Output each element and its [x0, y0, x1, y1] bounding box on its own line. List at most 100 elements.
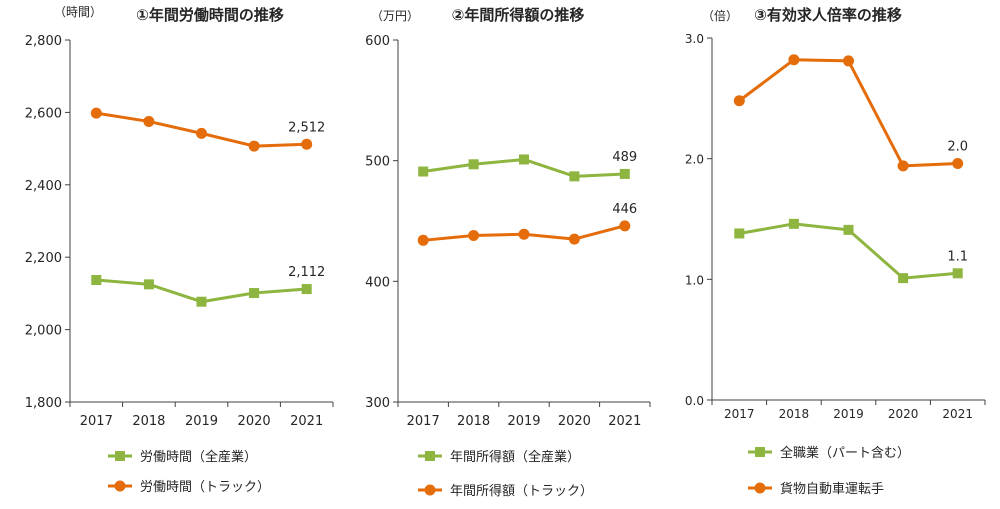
data-label: 1.1: [947, 249, 968, 264]
x-tick-label: 2020: [558, 414, 591, 429]
chart-panel-1: ①年間労働時間の推移 （時間） 1,800 2,000 2,200 2,400 2,600 2…: [25, 5, 334, 495]
legend-item: 年間所得額（全産業）: [418, 449, 580, 465]
data-point: [91, 275, 102, 286]
data-label: 2,112: [288, 265, 325, 280]
y-tick-label: 2,200: [25, 251, 62, 266]
data-point: [143, 279, 154, 290]
data-point: [418, 166, 429, 177]
legend-label: 労働時間（全産業）: [140, 449, 257, 465]
legend-item: 貨物自動車運転手: [748, 481, 884, 497]
y-tick-label: 500: [365, 155, 390, 170]
x-tick-label: 2021: [608, 414, 641, 429]
chart-title: ①年間労働時間の推移: [136, 6, 284, 24]
data-point: [898, 273, 909, 284]
legend-item: 全職業（パート含む）: [748, 445, 910, 461]
series-green: 2,112: [91, 265, 325, 307]
x-tick-label: 2021: [290, 414, 323, 429]
data-point: [248, 140, 260, 152]
data-point: [952, 157, 964, 169]
y-tick-label: 400: [365, 275, 390, 290]
data-point: [788, 218, 799, 229]
data-point: [619, 168, 630, 179]
data-point: [196, 296, 207, 307]
chart-title: ②年間所得額の推移: [452, 6, 585, 24]
legend-label: 労働時間（トラック）: [140, 480, 270, 495]
legend-item: 労働時間（全産業）: [108, 449, 257, 465]
series-line: [738, 58, 958, 168]
y-tick-label: 3.0: [685, 32, 704, 46]
data-point: [417, 234, 429, 246]
x-tick-label: 2019: [185, 414, 218, 429]
data-point: [788, 54, 800, 66]
series-green: 489: [418, 150, 637, 182]
data-point: [143, 115, 155, 127]
data-point: [90, 107, 102, 119]
series-orange: 2.0: [733, 54, 968, 172]
legend-label: 全職業（パート含む）: [780, 445, 910, 461]
data-point: [733, 95, 745, 107]
legend-marker: [424, 484, 436, 496]
data-point: [301, 138, 313, 150]
series-orange: 446: [417, 202, 637, 246]
series-green: 1.1: [734, 218, 968, 284]
data-point: [897, 160, 909, 172]
data-point: [518, 228, 530, 240]
x-tick-label: 2019: [833, 407, 864, 421]
y-tick-label: 2,000: [25, 324, 62, 339]
data-label: 489: [612, 150, 637, 165]
y-tick-label: 600: [365, 34, 390, 49]
y-axis-unit: （倍）: [702, 8, 738, 23]
x-tick-label: 2021: [942, 407, 973, 421]
data-label: 2,512: [288, 120, 325, 135]
data-label: 446: [612, 202, 637, 217]
series-orange: 2,512: [90, 107, 325, 152]
data-point: [569, 171, 580, 182]
data-point: [468, 229, 480, 241]
data-point: [249, 288, 260, 299]
data-point: [196, 127, 207, 139]
y-tick-label: 2,800: [25, 34, 62, 49]
y-tick-label: 1.0: [685, 273, 704, 287]
x-tick-label: 2018: [779, 407, 810, 421]
legend-marker: [114, 480, 126, 492]
y-axis-unit: （万円）: [371, 9, 419, 23]
legend-label: 貨物自動車運転手: [780, 481, 884, 497]
legend-marker: [425, 451, 435, 461]
chart-title: ③有効求人倍率の推移: [754, 6, 902, 24]
legend-marker: [754, 482, 766, 494]
y-tick-label: 300: [365, 396, 390, 411]
x-tick-label: 2017: [724, 407, 755, 421]
x-tick-label: 2018: [132, 414, 165, 429]
data-point: [952, 268, 963, 279]
legend-marker: [755, 447, 765, 457]
data-point: [843, 55, 854, 67]
data-point: [568, 233, 580, 245]
chart-panel-2: ②年間所得額の推移 （万円） 300 400 500 600 2017 2018 2019 202…: [365, 6, 651, 499]
legend-label: 年間所得額（全産業）: [450, 449, 580, 465]
data-point: [619, 220, 631, 232]
y-tick-label: 2,600: [25, 106, 62, 121]
x-tick-label: 2017: [407, 414, 440, 429]
x-tick-label: 2019: [507, 414, 540, 429]
legend-item: 年間所得額（トラック）: [418, 483, 593, 499]
data-point: [301, 284, 312, 295]
x-tick-label: 2017: [80, 414, 113, 429]
data-point: [519, 154, 529, 165]
data-point: [843, 224, 854, 235]
legend-item: 労働時間（トラック）: [108, 480, 270, 495]
data-label: 2.0: [947, 139, 968, 154]
data-point: [734, 228, 745, 239]
y-axis-unit: （時間）: [54, 5, 102, 19]
legend-marker: [115, 451, 125, 461]
legend-label: 年間所得額（トラック）: [450, 483, 593, 499]
x-tick-label: 2020: [238, 414, 271, 429]
x-tick-label: 2018: [457, 414, 490, 429]
chart-panel-3: ③有効求人倍率の推移 （倍） 0.0 1.0 2.0 3.0 2017 2018 2019 202…: [685, 6, 986, 497]
y-tick-label: 2.0: [685, 153, 704, 167]
y-tick-label: 2,400: [25, 179, 62, 194]
y-tick-label: 1,800: [25, 396, 62, 411]
x-tick-label: 2020: [888, 407, 919, 421]
data-point: [468, 159, 479, 170]
